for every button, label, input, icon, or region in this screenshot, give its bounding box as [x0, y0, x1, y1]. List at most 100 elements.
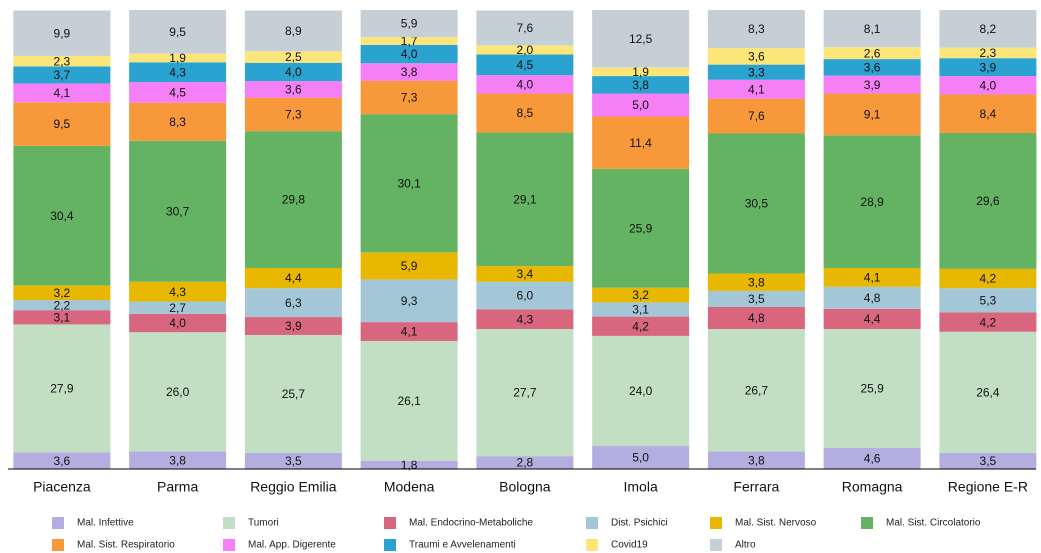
x-tick-label: Imola — [624, 479, 658, 495]
value-label: 3,3 — [748, 65, 765, 79]
value-label: 5,0 — [632, 451, 649, 465]
value-label: 3,9 — [285, 319, 302, 333]
value-label: 4,8 — [748, 311, 765, 325]
legend-label: Traumi e Avvelenamenti — [409, 540, 516, 551]
value-label: 3,5 — [285, 454, 302, 468]
bar-segment — [244, 452, 342, 469]
bar-segment — [592, 302, 690, 317]
value-label: 24,0 — [629, 384, 653, 398]
bar-segment — [129, 451, 227, 469]
bar-segment — [823, 47, 921, 60]
bar-segment — [939, 58, 1037, 77]
bar-segment — [823, 308, 921, 330]
bar-segment — [13, 66, 111, 84]
value-label: 4,3 — [517, 312, 534, 326]
bar-segment — [13, 285, 111, 301]
value-label: 25,9 — [860, 382, 884, 396]
bar-segment — [592, 168, 690, 288]
value-label: 3,6 — [748, 50, 765, 64]
value-label: 4,0 — [169, 316, 186, 330]
legend-swatch — [52, 517, 64, 529]
bar-segment — [939, 133, 1037, 269]
bar-segment — [592, 335, 690, 447]
bar-segment — [244, 10, 342, 52]
value-label: 3,6 — [54, 454, 71, 468]
bar-segment — [476, 456, 574, 469]
bar-segment — [129, 281, 227, 302]
value-label: 1,7 — [401, 34, 418, 48]
bar-segment — [244, 131, 342, 268]
bar-segment — [360, 37, 458, 45]
bar-segment — [476, 10, 574, 46]
bar-segment — [592, 67, 690, 77]
bar-segment — [707, 133, 805, 274]
bar-segment — [360, 114, 458, 253]
value-label: 9,3 — [401, 294, 418, 308]
value-label: 4,8 — [864, 291, 881, 305]
legend-label: Mal. Endocrino-Metaboliche — [409, 518, 533, 529]
value-label: 2,3 — [980, 46, 997, 60]
x-tick-label: Piacenza — [33, 479, 91, 495]
value-label: 4,1 — [748, 82, 765, 96]
value-label: 8,2 — [980, 22, 997, 36]
bar-segment — [476, 75, 574, 94]
bar-segment — [244, 51, 342, 63]
bar-segment — [823, 59, 921, 76]
value-label: 4,0 — [401, 47, 418, 61]
value-label: 8,5 — [517, 106, 534, 120]
bar-segment — [244, 62, 342, 82]
legend-swatch — [52, 539, 64, 551]
bar-segment — [360, 80, 458, 115]
value-label: 7,6 — [517, 21, 534, 35]
legend-swatch — [223, 539, 235, 551]
bar-segment — [13, 310, 111, 325]
value-label: 4,4 — [864, 312, 881, 326]
legend-label: Mal. Sist. Respiratorio — [77, 540, 175, 551]
bar-segment — [707, 48, 805, 65]
value-label: 1,9 — [169, 51, 186, 65]
bar-segment — [476, 132, 574, 267]
bar-segment — [707, 64, 805, 80]
value-label: 5,3 — [980, 293, 997, 307]
value-label: 4,1 — [401, 325, 418, 339]
value-label: 3,8 — [748, 275, 765, 289]
bar-segment — [592, 316, 690, 336]
value-label: 5,0 — [632, 98, 649, 112]
bar-segment — [939, 47, 1037, 59]
value-label: 3,5 — [748, 292, 765, 306]
value-label: 3,1 — [54, 310, 71, 324]
bar-segment — [823, 447, 921, 469]
legend-swatch — [223, 517, 235, 529]
x-tick-label: Ferrara — [733, 479, 779, 495]
value-label: 26,1 — [397, 394, 421, 408]
bar-segment — [129, 53, 227, 63]
value-label: 30,1 — [397, 176, 421, 190]
bar-segment — [360, 63, 458, 81]
bar-segment — [707, 79, 805, 99]
value-label: 6,3 — [285, 296, 302, 310]
value-label: 27,9 — [50, 382, 74, 396]
value-label: 4,4 — [285, 271, 302, 285]
value-label: 3,8 — [401, 65, 418, 79]
value-label: 4,1 — [864, 271, 881, 285]
bar-segment — [360, 252, 458, 280]
value-label: 27,7 — [513, 386, 537, 400]
value-label: 26,0 — [166, 385, 190, 399]
value-label: 2,7 — [169, 301, 186, 315]
bar-segment — [13, 102, 111, 146]
value-label: 3,9 — [864, 78, 881, 92]
value-label: 29,8 — [282, 193, 306, 207]
value-label: 8,9 — [285, 24, 302, 38]
value-label: 12,5 — [629, 32, 653, 46]
value-label: 2,0 — [517, 43, 534, 57]
bar-segment — [707, 10, 805, 49]
bar-segment — [939, 10, 1037, 48]
bar-segment — [707, 290, 805, 307]
bar-segment — [592, 93, 690, 117]
bar-segment — [707, 329, 805, 452]
bar-segment — [476, 281, 574, 310]
value-label: 4,5 — [517, 58, 534, 72]
bar-segment — [360, 322, 458, 341]
value-label: 4,6 — [864, 452, 881, 466]
